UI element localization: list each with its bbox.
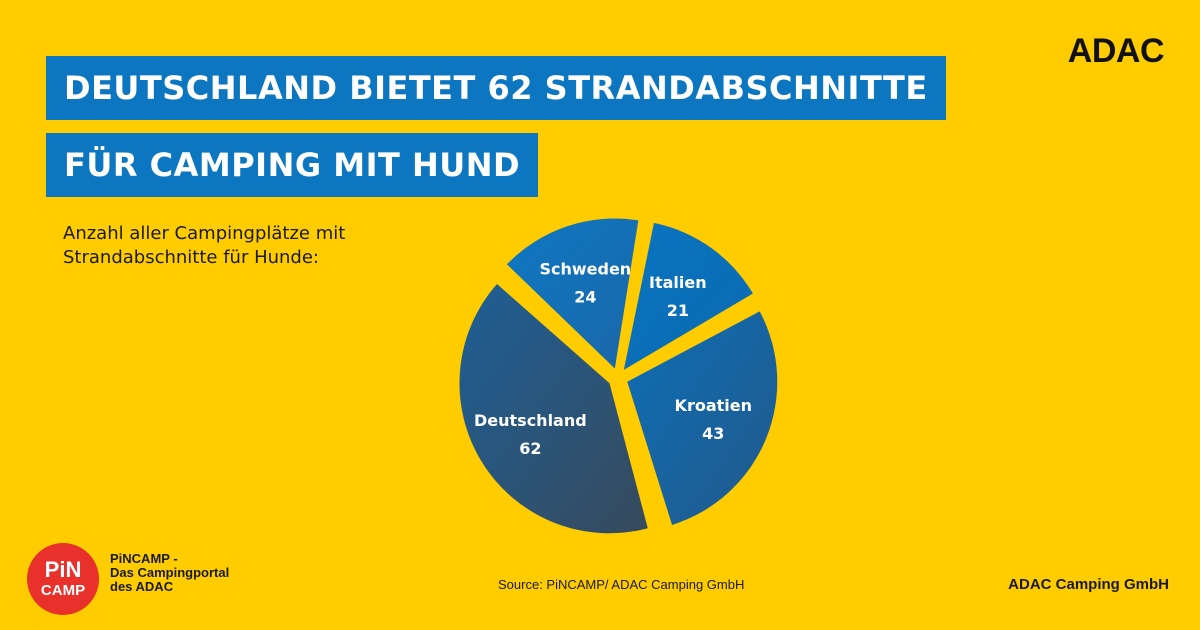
pie-slice-deutschland <box>459 284 648 534</box>
subtitle-line-1: Anzahl aller Campingplätze mit <box>63 223 346 244</box>
adac-logo: ADAC <box>1067 32 1165 70</box>
pincamp-caption-line-1: PiNCAMP - <box>110 551 178 566</box>
slice-value-kroatien: 43 <box>702 424 724 443</box>
slice-label-schweden: Schweden <box>539 259 631 278</box>
pie-slice-kroatien <box>627 311 778 525</box>
slice-label-kroatien: Kroatien <box>675 396 752 415</box>
title-line-1: DEUTSCHLAND BIETET 62 STRANDABSCHNITTE <box>46 56 946 120</box>
pincamp-caption-line-3: des ADAC <box>110 579 174 594</box>
pie-slice-italien <box>623 222 753 370</box>
title-line-2: FÜR CAMPING MIT HUND <box>46 133 539 197</box>
source-note: Source: PiNCAMP/ ADAC Camping GmbH <box>498 577 745 592</box>
pincamp-logo: PiN CAMP <box>27 543 99 615</box>
pincamp-logo-line-2: CAMP <box>41 582 85 599</box>
subtitle-line-2: Strandabschnitte für Hunde: <box>63 247 319 268</box>
slice-value-schweden: 24 <box>574 287 596 306</box>
pincamp-caption: PiNCAMP - Das Campingportal des ADAC <box>110 552 260 594</box>
slice-value-deutschland: 62 <box>519 439 541 458</box>
slice-label-italien: Italien <box>649 273 707 292</box>
pincamp-logo-line-1: PiN <box>45 557 82 582</box>
pie-slice-schweden <box>506 218 639 369</box>
chart-subtitle: Anzahl aller Campingplätze mit Strandabs… <box>63 222 393 270</box>
slice-value-italien: 21 <box>667 301 689 320</box>
pincamp-logo-circle <box>27 543 99 615</box>
slice-label-deutschland: Deutschland <box>474 411 587 430</box>
company-name: ADAC Camping GmbH <box>1008 576 1169 593</box>
pincamp-caption-line-2: Das Campingportal <box>110 565 230 580</box>
